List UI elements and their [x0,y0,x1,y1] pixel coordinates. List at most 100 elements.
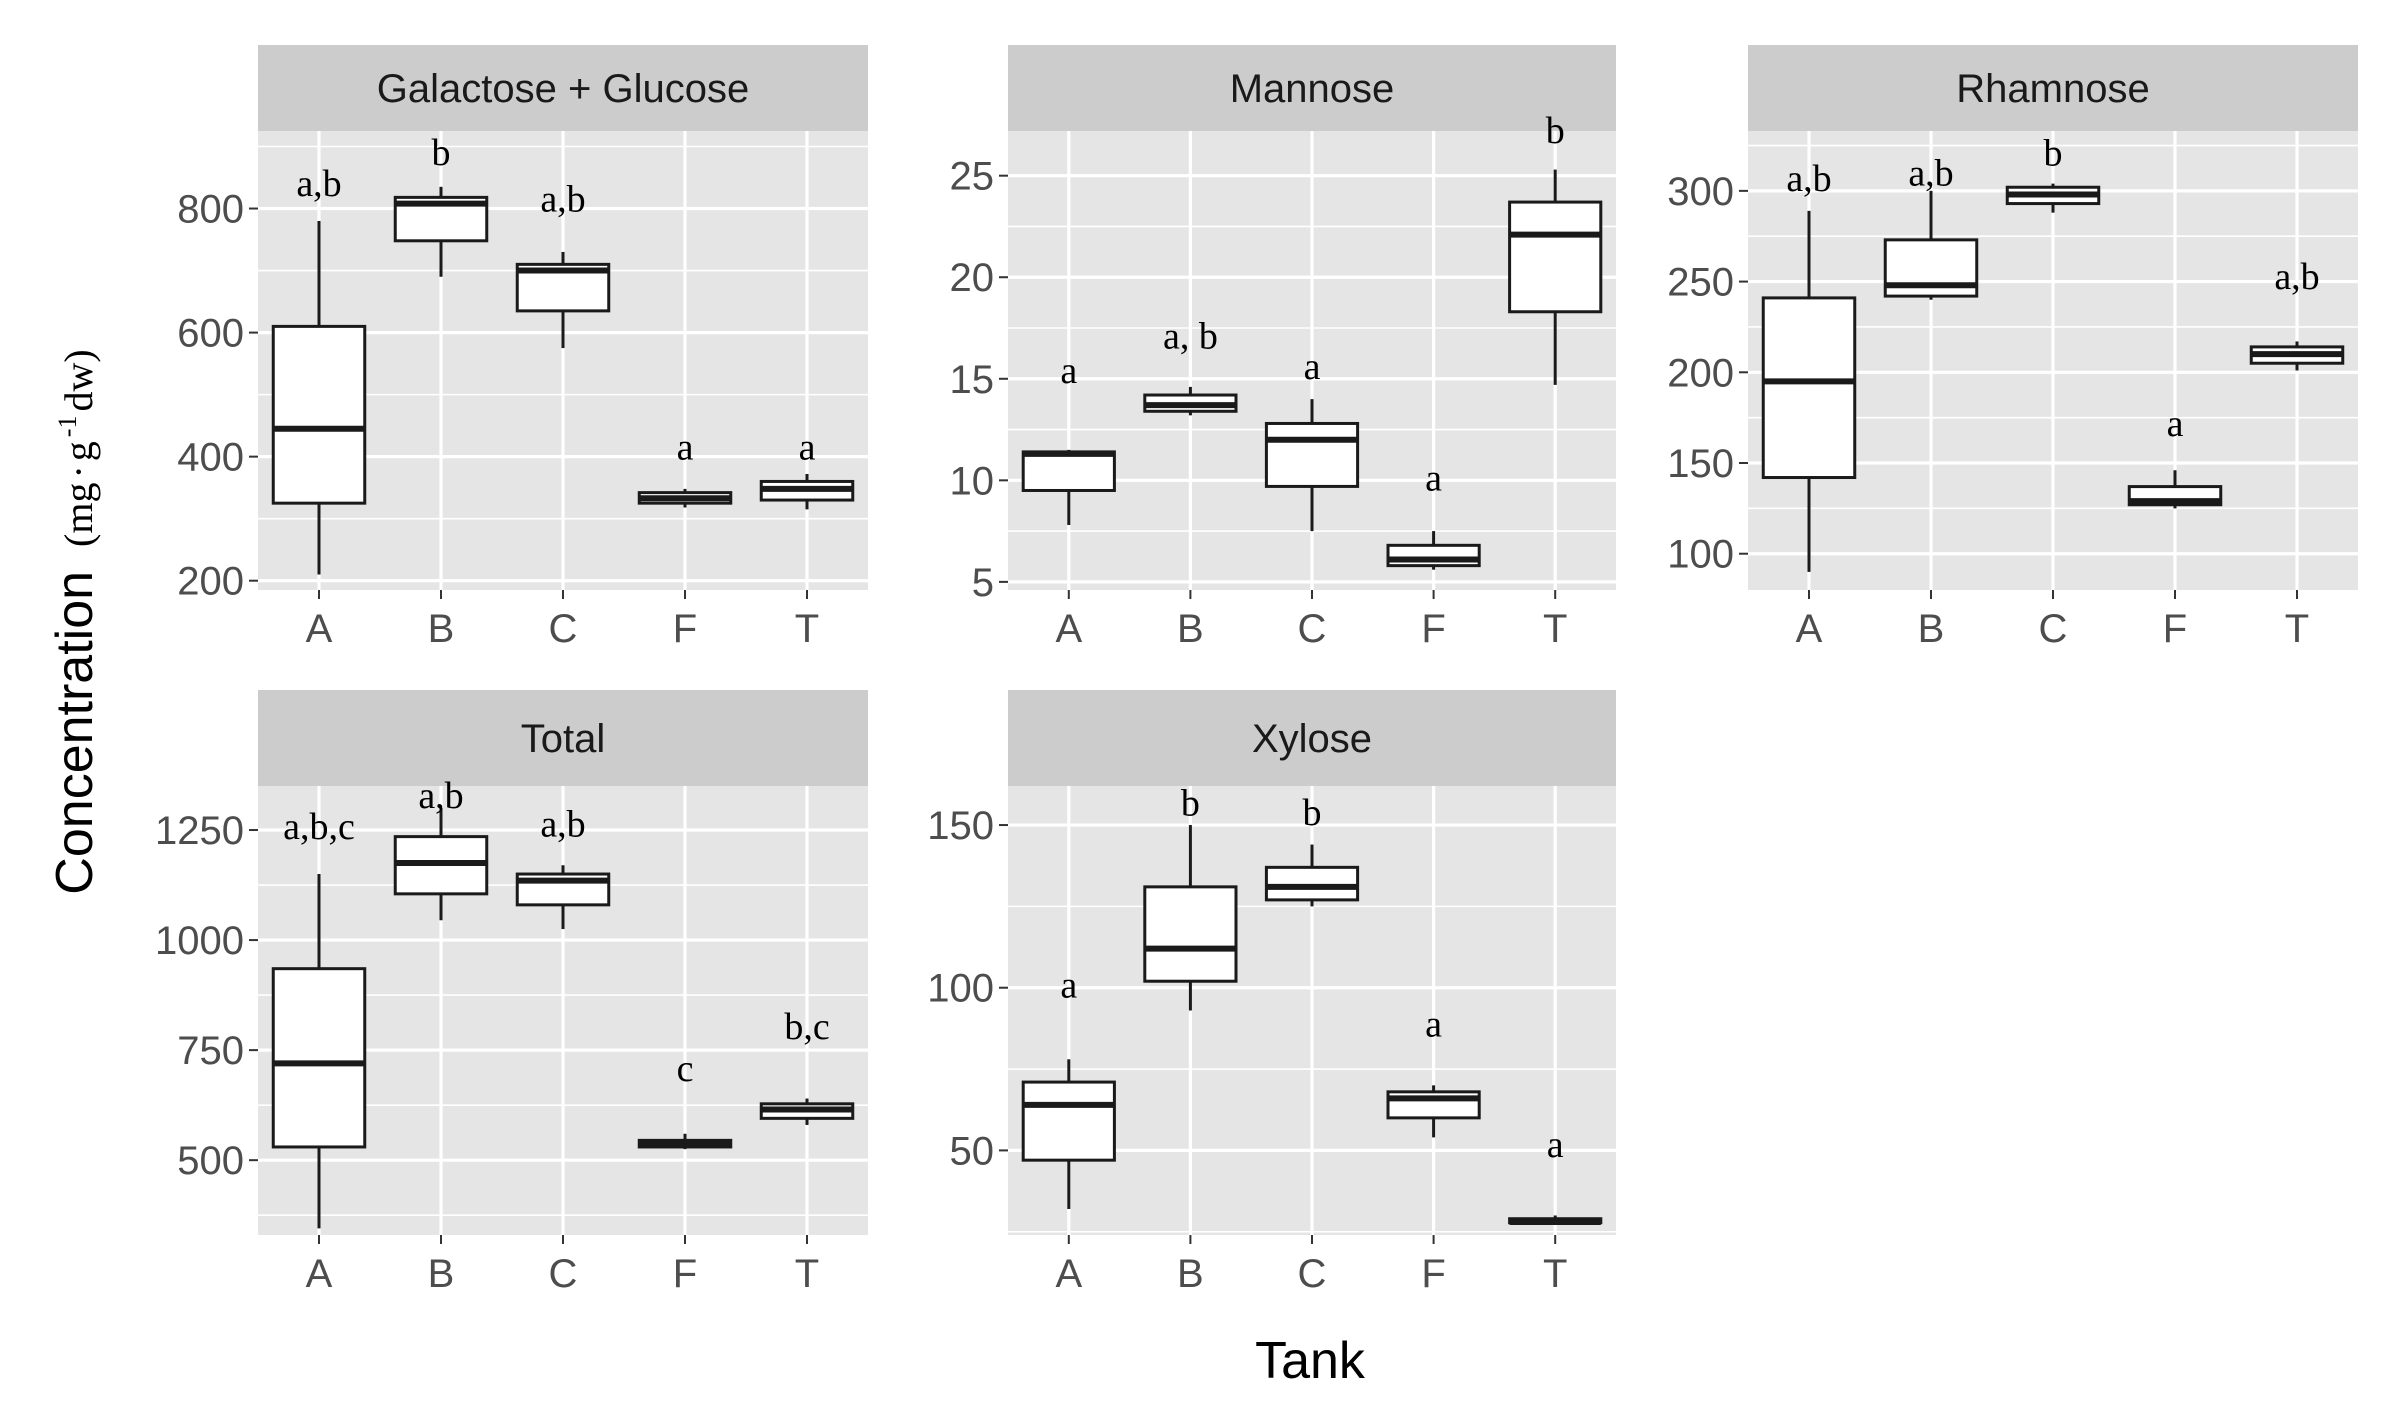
significance-letter: a, b [1163,315,1218,357]
x-tick-label: T [795,607,819,651]
x-tick-label: C [1298,1252,1327,1296]
significance-letter: a,b [540,179,585,221]
x-tick-label: F [1421,1252,1445,1296]
facet-panel: Total 500 750 1000 1250 A B C F Ta,b,c a,b a,b c b,c [155,690,868,1296]
x-tick-label: T [2285,607,2309,651]
x-tick-label: B [1177,607,1204,651]
significance-letter: a [2167,403,2184,445]
x-tick-label: T [795,1252,819,1296]
y-tick-label: 200 [177,560,244,604]
x-tick-label: B [428,1252,455,1296]
x-tick-label: C [2039,607,2068,651]
box [1508,200,1603,314]
x-tick-label: F [673,1252,697,1296]
y-axis-title-text: Concentration [46,571,104,895]
y-tick-label: 150 [1667,442,1734,486]
significance-letter: a,b [2274,256,2319,298]
y-tick-label: 150 [927,804,994,848]
box [1021,450,1116,492]
significance-letter: b [2044,132,2063,174]
facet-strip [1008,690,1616,786]
facet-title: Galactose + Glucose [377,67,749,111]
box [271,324,367,505]
significance-letter: a [1060,350,1077,392]
x-tick-label: B [428,607,455,651]
y-tick-label: 50 [950,1129,995,1173]
significance-letter: b [1546,110,1565,152]
significance-letter: b [432,132,451,174]
significance-letter: a,b,c [283,806,355,848]
y-tick-label: 25 [950,155,995,199]
facet-panel: Xylose 50 100 150 A B C F Ta b b a a [927,690,1616,1296]
y-axis-title: Concentration (mg · g -1 dw) [46,349,104,894]
significance-letter: a [1547,1124,1564,1166]
y-tick-label: 400 [177,436,244,480]
significance-letter: a,b [418,775,463,817]
x-tick-label: T [1543,1252,1567,1296]
y-axis-unit-dot: · [56,465,101,478]
y-tick-label: 15 [950,358,995,402]
x-tick-label: F [673,607,697,651]
x-tick-label: A [1796,607,1823,651]
box [1386,543,1481,568]
facet-title: Xylose [1252,717,1372,761]
x-tick-label: C [1298,607,1327,651]
significance-letter: a [1060,964,1077,1006]
x-tick-label: A [306,607,333,651]
facet-strip [258,45,868,131]
significance-letter: b,c [784,1006,829,1048]
significance-letter: a,b [1786,158,1831,200]
x-tick-label: B [1177,1252,1204,1296]
facet-strip [258,690,868,786]
significance-letter: b [1181,782,1200,824]
y-axis-unit-prefix: (mg [56,483,101,547]
svg-text:Concentration (mg: Concentration (mg · g -1 dw) [46,349,104,894]
significance-letter: b [1303,792,1322,834]
y-tick-label: 10 [950,459,995,503]
y-tick-label: 1250 [155,809,244,853]
x-tick-label: F [1421,607,1445,651]
x-tick-label: F [2163,607,2187,651]
facet-title: Total [521,717,606,761]
y-tick-label: 300 [1667,170,1734,214]
box [1021,1080,1116,1162]
x-tick-label: C [549,1252,578,1296]
significance-letter: a [1425,457,1442,499]
significance-letter: a [1304,346,1321,388]
box [1143,885,1238,983]
y-axis-unit-suffix: dw) [56,349,101,411]
significance-letter: a [1425,1004,1442,1046]
y-tick-label: 500 [177,1139,244,1183]
box [1264,421,1360,488]
x-tick-label: B [1918,607,1945,651]
x-tick-label: A [1055,1252,1082,1296]
x-tick-label: A [306,1252,333,1296]
y-tick-label: 1000 [155,919,244,963]
x-tick-label: A [1055,607,1082,651]
significance-letter: a,b [1908,152,1953,194]
x-tick-label: C [549,607,578,651]
y-tick-label: 20 [950,256,995,300]
facet-title: Rhamnose [1956,67,2149,111]
x-tick-label: T [1543,607,1567,651]
y-tick-label: 600 [177,312,244,356]
box [271,967,367,1149]
facet-strip [1748,45,2358,131]
y-tick-label: 800 [177,188,244,232]
facet-panel: Mannose 5 10 15 20 25 A B C F Ta a, b a a b [950,45,1616,651]
box [1264,865,1360,902]
y-tick-label: 5 [972,561,994,605]
facet-strip [1008,45,1616,131]
box [1761,296,1857,480]
y-tick-label: 750 [177,1029,244,1073]
y-axis-unit-exp: -1 [53,416,82,438]
x-axis-title: Tank [1255,1332,1366,1390]
significance-letter: c [677,1048,694,1090]
y-tick-label: 100 [927,967,994,1011]
significance-letter: a [799,427,816,469]
y-axis-unit-g: g [56,441,101,461]
significance-letter: a [677,427,694,469]
y-tick-label: 250 [1667,261,1734,305]
significance-letter: a,b [296,163,341,205]
